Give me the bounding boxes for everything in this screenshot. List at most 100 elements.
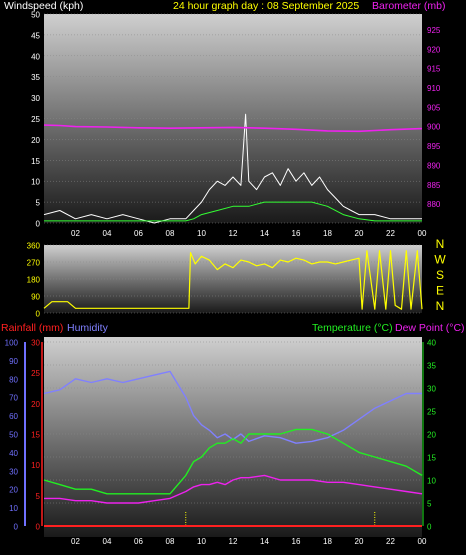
- windspeed-tick-label: 10: [31, 178, 40, 187]
- windspeed-tick-label: 30: [31, 94, 40, 103]
- temperature-tick-label: 0: [427, 523, 432, 532]
- humidity-tick-label: 90: [9, 357, 18, 366]
- humidity-axis-title: Humidity: [67, 322, 109, 334]
- series-line-dew-point: [44, 474, 423, 504]
- wind-panel-x-axis: 02 04 06 08 10 12 14 16 18 20 22 00: [71, 229, 427, 238]
- series-line-wind-direction: [43, 250, 423, 310]
- hour-tick-label: 18: [323, 229, 332, 238]
- rainfall-tick-label: 15: [31, 431, 40, 440]
- barometer-y-axis: 880 885 890 895 900 905 910 915 920 925: [427, 26, 441, 209]
- hour-tick-label: 04: [103, 537, 112, 546]
- windspeed-tick-label: 45: [31, 31, 40, 40]
- humidity-tick-label: 30: [9, 467, 18, 476]
- temperature-tick-label: 5: [427, 500, 432, 509]
- hour-tick-label: 06: [134, 229, 143, 238]
- rainfall-tick-label: 20: [31, 400, 40, 409]
- hour-tick-label: 20: [355, 229, 364, 238]
- temperature-tick-label: 40: [427, 339, 436, 348]
- barometer-tick-label: 895: [427, 142, 441, 151]
- hour-tick-label: 20: [355, 537, 364, 546]
- series-line-humidity: [43, 370, 422, 444]
- hour-tick-label: 08: [166, 537, 175, 546]
- temperature-axis-title: Temperature (°C): [312, 322, 393, 334]
- compass-label: N: [436, 237, 445, 251]
- windspeed-tick-label: 15: [31, 157, 40, 166]
- barometer-tick-label: 890: [427, 161, 441, 170]
- series-line-barometer: [43, 124, 423, 133]
- series-line-temperature: [43, 428, 423, 495]
- windspeed-tick-label: 35: [31, 73, 40, 82]
- windspeed-tick-label: 5: [36, 199, 41, 208]
- direction-panel-grid: [44, 244, 422, 314]
- humidity-tick-label: 10: [9, 504, 18, 513]
- humidity-tick-label: 50: [9, 431, 18, 440]
- wind-panel-grid: [44, 13, 422, 224]
- direction-panel-series: [43, 250, 423, 310]
- series-line-windspeed: [43, 113, 422, 224]
- temperature-tick-label: 25: [427, 408, 436, 417]
- rainfall-tick-label: 10: [31, 461, 40, 470]
- hour-tick-label: 10: [197, 229, 206, 238]
- direction-tick-label: 180: [27, 276, 41, 285]
- hour-tick-label: 14: [260, 229, 269, 238]
- rainfall-tick-label: 0: [36, 523, 41, 532]
- direction-tick-label: 90: [31, 293, 40, 302]
- direction-tick-label: 270: [27, 259, 41, 268]
- humidity-tick-label: 100: [5, 339, 19, 348]
- compass-label: E: [436, 284, 444, 298]
- humidity-tick-label: 70: [9, 394, 18, 403]
- hour-tick-label: 04: [103, 229, 112, 238]
- hour-tick-label: 12: [229, 229, 238, 238]
- temperature-panel-x-axis: 02 04 06 08 10 12 14 16 18 20 22 00: [71, 537, 427, 546]
- wind-panel-series: [43, 113, 423, 224]
- temperature-tick-label: 30: [427, 385, 436, 394]
- hour-tick-label: 12: [229, 537, 238, 546]
- rainfall-tick-label: 30: [31, 339, 40, 348]
- barometer-tick-label: 915: [427, 65, 441, 74]
- rainfall-axis-title: Rainfall (mm): [1, 322, 63, 334]
- temperature-tick-label: 15: [427, 454, 436, 463]
- hour-tick-label: 22: [386, 229, 395, 238]
- hour-tick-label: 08: [166, 229, 175, 238]
- graph-title: 24 hour graph day : 08 September 2025: [173, 0, 359, 12]
- direction-tick-label: 0: [36, 310, 41, 319]
- barometer-tick-label: 880: [427, 200, 441, 209]
- barometer-tick-label: 920: [427, 45, 441, 54]
- rainfall-tick-label: 5: [36, 492, 41, 501]
- windspeed-axis-title: Windspeed (kph): [4, 0, 83, 12]
- windspeed-tick-label: 40: [31, 52, 40, 61]
- temperature-panel-background: [44, 337, 422, 537]
- barometer-tick-label: 885: [427, 181, 441, 190]
- barometer-axis-title: Barometer (mb): [372, 0, 446, 12]
- hour-tick-label: 02: [71, 229, 80, 238]
- temperature-tick-label: 35: [427, 362, 436, 371]
- humidity-tick-label: 20: [9, 486, 18, 495]
- compass-label: W: [434, 253, 446, 267]
- direction-tick-label: 360: [27, 242, 41, 251]
- windspeed-tick-label: 50: [31, 11, 40, 20]
- temperature-tick-label: 20: [427, 431, 436, 440]
- humidity-tick-label: 40: [9, 449, 18, 458]
- series-line-average-wind: [44, 201, 422, 222]
- hour-tick-label: 16: [292, 537, 301, 546]
- hour-tick-label: 22: [386, 537, 395, 546]
- barometer-tick-label: 905: [427, 103, 441, 112]
- hour-tick-label: 14: [260, 537, 269, 546]
- temperature-panel-axes: 0 5 10 15 20 25 30 35 40 0 10 20 30 40 50 60 70 80 90 100 0 5…: [5, 339, 437, 532]
- windspeed-tick-label: 20: [31, 136, 40, 145]
- rainfall-tick-label: 25: [31, 369, 40, 378]
- hour-tick-label: 00: [418, 537, 427, 546]
- hour-tick-label: 18: [323, 537, 332, 546]
- hour-tick-label: 16: [292, 229, 301, 238]
- compass-label: S: [436, 268, 444, 282]
- temperature-tick-label: 10: [427, 477, 436, 486]
- windspeed-tick-label: 25: [31, 115, 40, 124]
- hour-tick-label: 00: [418, 229, 427, 238]
- hour-tick-label: 10: [197, 537, 206, 546]
- dewpoint-axis-title: Dew Point (°C): [395, 322, 465, 334]
- windspeed-y-axis: 0 5 10 15 20 25 30 35 40 45 50: [31, 11, 40, 229]
- hour-tick-label: 02: [71, 537, 80, 546]
- compass-label: N: [436, 299, 445, 313]
